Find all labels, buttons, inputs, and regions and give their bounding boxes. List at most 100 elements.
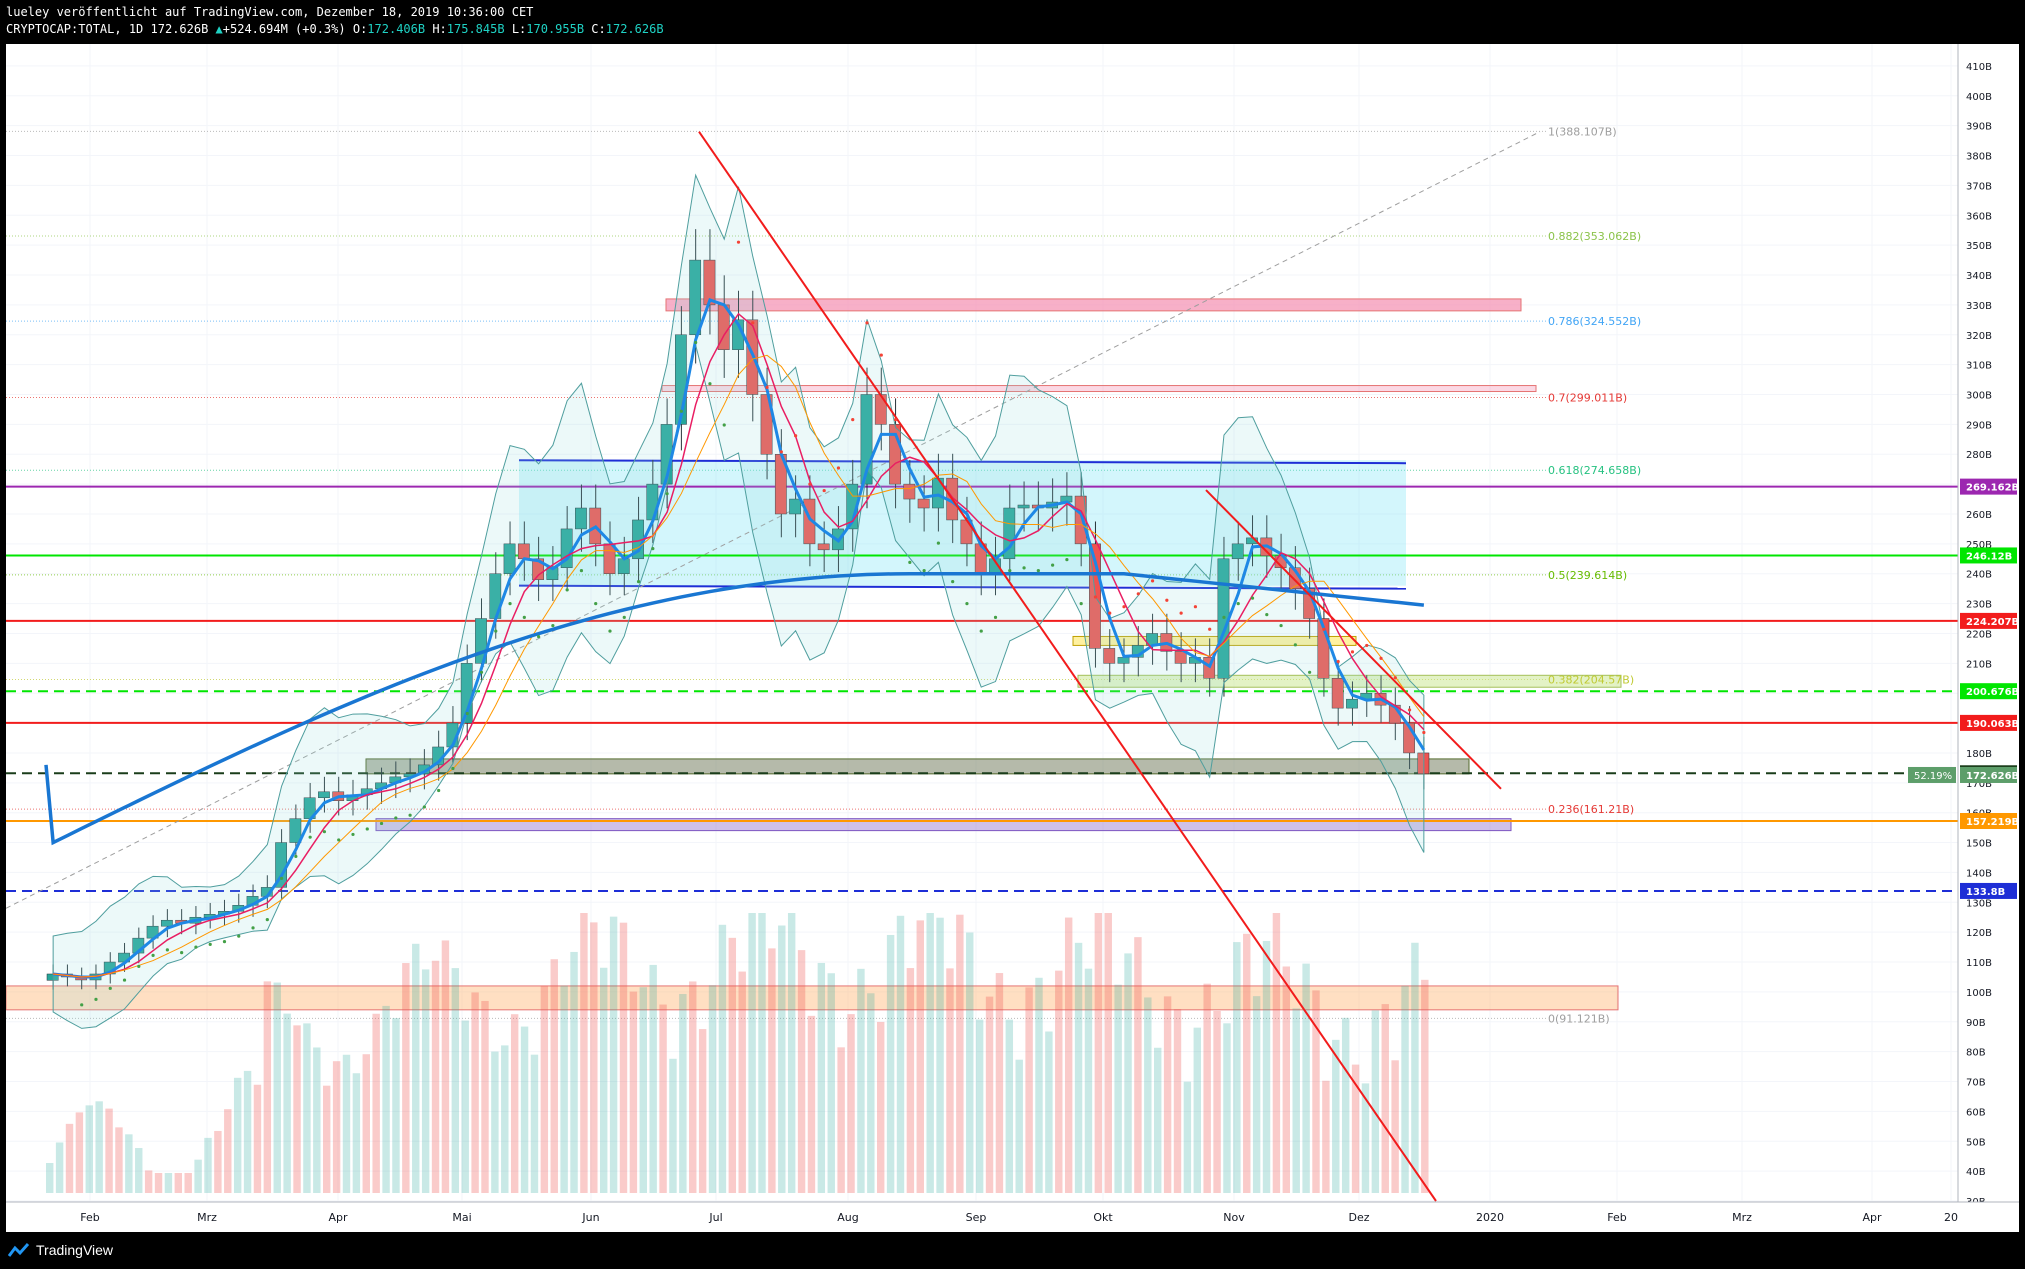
x-tick-label: Jul <box>708 1211 722 1224</box>
volume-bar <box>372 1013 380 1193</box>
volume-bar <box>1421 979 1429 1193</box>
volume-bar <box>1074 942 1083 1193</box>
x-tick-label: 2020 <box>1476 1211 1504 1224</box>
sar-dot <box>365 827 369 831</box>
volume-bar <box>1322 1080 1330 1193</box>
sar-dot <box>936 541 940 545</box>
volume-bar <box>936 917 944 1193</box>
fib-label: 0.7(299.011B) <box>1548 391 1627 404</box>
price-tag <box>1960 882 2017 899</box>
sar-dot <box>736 240 741 244</box>
volume-bar <box>738 971 746 1193</box>
volume-bar <box>164 1173 173 1193</box>
sar-dot <box>237 934 241 938</box>
volume-bar <box>1163 996 1172 1193</box>
sar-dot <box>251 926 255 930</box>
volume-bar <box>1035 977 1043 1193</box>
sar-dot <box>194 945 198 949</box>
candle-body <box>860 394 873 485</box>
volume-bar <box>1084 968 1093 1193</box>
volume-bar <box>1361 1083 1370 1193</box>
volume-bar <box>65 1123 74 1193</box>
candle-body <box>817 543 830 551</box>
volume-bar <box>857 968 865 1193</box>
volume-bar <box>966 932 974 1193</box>
y-tick-label: 290B <box>1966 420 1992 431</box>
sar-dot <box>508 601 512 606</box>
sar-dot <box>537 634 541 639</box>
volume-bar <box>55 1142 64 1193</box>
sar-dot <box>608 629 612 633</box>
candle-body <box>503 543 516 574</box>
support-zone-orange <box>6 985 1619 1011</box>
volume-bar <box>748 913 756 1193</box>
y-tick-label: 400B <box>1966 92 1992 103</box>
sar-dot <box>1079 601 1083 606</box>
sar-dot <box>394 816 398 820</box>
sar-dot <box>1322 627 1326 631</box>
candle-body <box>917 498 930 509</box>
sar-dot <box>1036 569 1040 573</box>
volume-bar <box>698 1029 707 1193</box>
volume-bar <box>1183 1081 1192 1193</box>
volume-bar <box>144 1170 153 1193</box>
volume-bar <box>174 1173 183 1193</box>
y-tick-label: 170B <box>1966 779 1992 790</box>
sar-dot <box>1279 623 1283 628</box>
volume-bar <box>46 1163 54 1193</box>
volume-bar <box>669 1058 677 1193</box>
sar-dot <box>1422 730 1426 735</box>
sar-dot <box>1350 650 1355 654</box>
candle-body <box>1203 657 1216 679</box>
volume-bar <box>243 1070 252 1193</box>
sar-dot <box>993 615 998 619</box>
sar-dot <box>1136 592 1140 596</box>
sar-dot <box>222 940 227 944</box>
candle-body <box>475 618 487 664</box>
y-tick-label: 210B <box>1966 659 1992 670</box>
volume-bar <box>323 1085 331 1193</box>
x-tick-label: Apr <box>1862 1211 1882 1224</box>
y-tick-label: 320B <box>1966 331 1992 342</box>
volume-bar <box>778 925 786 1193</box>
sar-dot <box>80 1003 84 1007</box>
candle-body <box>760 394 773 455</box>
tradingview-logo[interactable]: TradingView <box>8 1242 113 1258</box>
y-tick-label: 380B <box>1966 152 1992 163</box>
chart-header-ohlc: CRYPTOCAP:TOTAL, 1D 172.626B ▲+524.694M … <box>6 22 664 36</box>
volume-bar <box>1064 917 1073 1193</box>
volume-bar <box>847 1014 855 1193</box>
high-value: 175.845B <box>446 22 505 36</box>
volume-bar <box>125 1134 133 1193</box>
sar-dot <box>1393 676 1397 680</box>
volume-bar <box>233 1077 242 1193</box>
candle-body <box>1346 698 1358 709</box>
volume-bar <box>105 1108 113 1193</box>
sar-dot <box>180 951 184 955</box>
sar-dot <box>522 615 526 619</box>
volume-bar <box>1292 1008 1300 1193</box>
volume-bar <box>807 1015 816 1193</box>
volume-bar <box>946 968 954 1193</box>
volume-bar <box>896 915 905 1193</box>
sar-dot <box>1379 656 1383 660</box>
sar-dot <box>579 569 584 573</box>
y-tick-label: 150B <box>1966 839 1992 850</box>
sar-dot <box>1193 605 1198 609</box>
volume-bar <box>204 1137 212 1193</box>
y-tick-label: 250B <box>1966 540 1992 551</box>
price-chart[interactable]: 30B40B50B60B70B80B90B100B110B120B130B140… <box>6 44 2019 1232</box>
volume-bar <box>906 968 915 1193</box>
price-tag <box>1960 812 2017 829</box>
volume-bar <box>1233 942 1241 1193</box>
candle-body <box>575 507 587 530</box>
volume-bar <box>85 1105 93 1193</box>
sar-dot <box>865 321 869 325</box>
sar-dot <box>1308 670 1312 674</box>
fib-label: 0.882(353.062B) <box>1548 230 1641 243</box>
sar-dot <box>1265 612 1269 617</box>
ma200-line <box>44 571 1425 846</box>
x-tick-label: Dez <box>1348 1211 1369 1224</box>
close-value: 172.626B <box>605 22 664 36</box>
y-tick-label: 350B <box>1966 241 1992 252</box>
